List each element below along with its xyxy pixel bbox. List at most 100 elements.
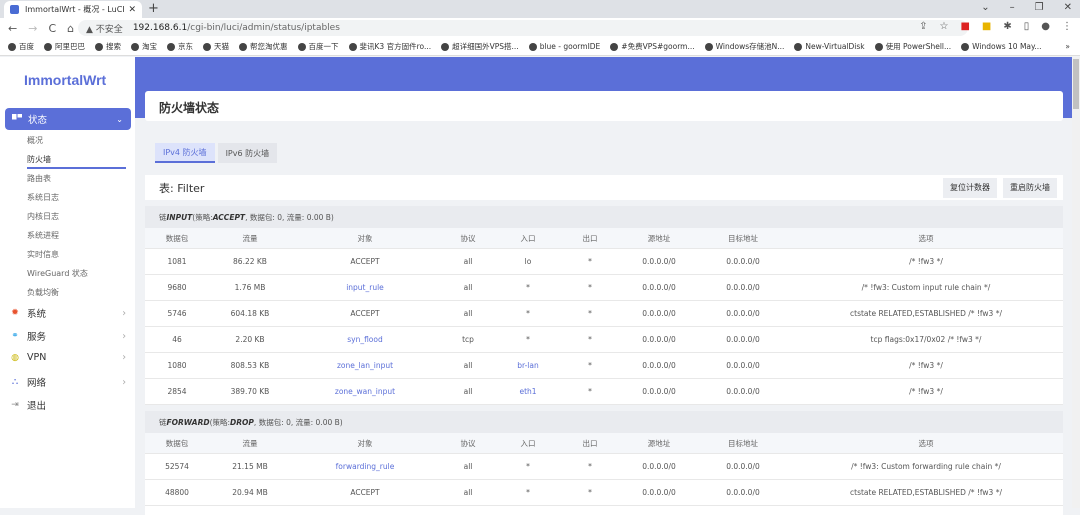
sidebar-subitem[interactable]: 内核日志 bbox=[27, 212, 59, 221]
cell: * bbox=[526, 462, 530, 471]
forward-icon[interactable]: → bbox=[28, 21, 38, 35]
sidebar-item[interactable]: ⚭ 服务 › bbox=[11, 330, 126, 344]
new-tab-button[interactable]: + bbox=[148, 1, 159, 16]
cell: 0.0.0.0/0 bbox=[642, 361, 676, 370]
sidebar-subitem[interactable]: 概况 bbox=[27, 136, 43, 145]
bookmark-icon bbox=[297, 42, 306, 51]
sidebar-item[interactable]: ◍ VPN › bbox=[11, 352, 126, 363]
sidebar-item[interactable]: ⛬ 网络 › bbox=[11, 376, 126, 390]
firewall-table-card: 表: Filter 复位计数器 重启防火墙 链 INPUT (策略: ACCEPT… bbox=[145, 175, 1063, 515]
cell: * bbox=[526, 309, 530, 318]
minimize-icon[interactable]: – bbox=[1009, 2, 1015, 13]
tab-ipv4[interactable]: IPv4 防火墙 bbox=[155, 143, 215, 163]
share-icon[interactable]: ⇪ bbox=[919, 21, 928, 32]
cell: 21.15 MB bbox=[232, 462, 268, 471]
chevron-right-icon: › bbox=[122, 307, 126, 319]
address-bar-row: ← → C ⌂ ▲ 不安全 192.168.6.1/cgi-bin/luci/admin… bbox=[0, 18, 1080, 38]
cell: 0.0.0.0/0 bbox=[726, 462, 760, 471]
favicon-icon bbox=[10, 5, 19, 14]
maximize-icon[interactable]: ❐ bbox=[1034, 2, 1044, 13]
cell[interactable]: eth1 bbox=[519, 387, 537, 396]
profile-icon[interactable]: ● bbox=[1041, 21, 1050, 32]
close-tab-icon[interactable]: ✕ bbox=[128, 4, 136, 15]
bookmark-icon bbox=[610, 42, 619, 51]
bookmark[interactable]: Windows存储池N... bbox=[704, 41, 784, 52]
sidebar-subitem[interactable]: WireGuard 状态 bbox=[27, 269, 88, 278]
cell: * bbox=[526, 488, 530, 497]
reset-counters-button[interactable]: 复位计数器 bbox=[943, 177, 997, 198]
sidebar-subitem[interactable]: 系统日志 bbox=[27, 193, 59, 202]
cell[interactable]: zone_wan_input bbox=[334, 387, 396, 396]
column-header: 协议 bbox=[460, 233, 476, 243]
url-input[interactable]: ▲ 不安全 192.168.6.1/cgi-bin/luci/admin/stat… bbox=[78, 20, 968, 36]
chevron-right-icon: › bbox=[122, 376, 126, 388]
bookmark[interactable]: 斐讯K3 官方固件ro... bbox=[348, 41, 431, 52]
column-header: 对象 bbox=[357, 233, 373, 243]
cell: 48800 bbox=[165, 488, 189, 497]
bookmark[interactable]: #免费VPS#goorm... bbox=[610, 41, 695, 52]
back-icon[interactable]: ← bbox=[8, 21, 18, 35]
folder-extension-icon[interactable]: ■ bbox=[981, 21, 992, 32]
bookmark[interactable]: 百度 bbox=[8, 41, 34, 52]
column-header: 出口 bbox=[582, 438, 598, 448]
cell: all bbox=[463, 361, 473, 370]
bookmark[interactable]: Windows 10 May... bbox=[961, 42, 1042, 51]
bookmark-icon bbox=[95, 42, 103, 51]
sidebar-subitem[interactable]: 防火墙 bbox=[27, 155, 51, 164]
cell: ctstate RELATED,ESTABLISHED /* !fw3 */ bbox=[850, 309, 1002, 318]
cell[interactable]: br-lan bbox=[517, 361, 539, 370]
sidebar-subitem[interactable]: 系统进程 bbox=[27, 231, 59, 240]
bookmark[interactable]: 使用 PowerShell... bbox=[874, 41, 951, 52]
column-header: 源地址 bbox=[647, 233, 671, 243]
bookmarks-bar: 百度 阿里巴巴 搜索 淘宝 京东 天猫 帮您淘优惠 百度一下 斐讯K3 官方固件ro... 超详细… bbox=[0, 38, 1080, 56]
cell[interactable]: syn_flood bbox=[347, 335, 383, 344]
cell: * bbox=[588, 462, 592, 471]
bookmark[interactable]: 帮您淘优惠 bbox=[239, 41, 288, 52]
bookmark[interactable]: New-VirtualDisk bbox=[794, 42, 865, 51]
close-window-icon[interactable]: ✕ bbox=[1063, 2, 1072, 13]
cell: * bbox=[588, 257, 592, 266]
bookmark[interactable]: 京东 bbox=[167, 41, 193, 52]
cell: all bbox=[463, 488, 473, 497]
sidebar-item[interactable]: ✹ 系统 › bbox=[11, 307, 126, 321]
sidebar-subitem[interactable]: 实时信息 bbox=[27, 250, 59, 259]
cell[interactable]: zone_lan_input bbox=[336, 361, 394, 370]
cell: 46 bbox=[172, 335, 182, 344]
cell[interactable]: input_rule bbox=[346, 283, 384, 292]
table-row: 5746 604.18 KB ACCEPT all * * 0.0.0.0/0 0.0.0.0… bbox=[145, 301, 1063, 327]
reload-icon[interactable]: C bbox=[48, 21, 57, 35]
menu-status[interactable]: 状态 ⌄ bbox=[5, 108, 131, 130]
browser-tab[interactable]: ImmortalWrt - 概况 - LuCI ✕ bbox=[4, 1, 142, 18]
tab-search-icon[interactable]: ⌄ bbox=[981, 2, 990, 13]
sidebar-subitem[interactable]: 负载均衡 bbox=[27, 288, 59, 297]
cell: 5746 bbox=[167, 309, 187, 318]
bookmark[interactable]: 百度一下 bbox=[297, 41, 339, 52]
restart-firewall-button[interactable]: 重启防火墙 bbox=[1003, 177, 1057, 198]
sidebar-item[interactable]: ⇥ 退出 bbox=[11, 400, 47, 412]
bookmark[interactable]: 搜索 bbox=[95, 41, 121, 52]
more-bookmarks-button[interactable]: » bbox=[1065, 42, 1070, 51]
sidebar-subitem[interactable]: 路由表 bbox=[27, 174, 51, 183]
page-title: 防火墙状态 bbox=[145, 91, 1063, 121]
menu-icon[interactable]: ⋮ bbox=[1062, 21, 1072, 32]
bookmark[interactable]: 淘宝 bbox=[131, 41, 157, 52]
bookmark[interactable]: blue - goormIDE bbox=[528, 42, 600, 51]
bookmark[interactable]: 超详细国外VPS搭... bbox=[441, 41, 519, 52]
chevron-down-icon: ⌄ bbox=[116, 114, 123, 124]
puzzle-icon[interactable]: ✱ bbox=[1003, 21, 1012, 32]
home-icon[interactable]: ⌂ bbox=[67, 21, 75, 35]
sidepanel-icon[interactable]: ▯ bbox=[1023, 21, 1030, 32]
cell: 0.0.0.0/0 bbox=[726, 309, 760, 318]
scrollbar[interactable] bbox=[1072, 57, 1080, 508]
insecure-warning[interactable]: ▲ 不安全 bbox=[86, 24, 123, 35]
star-icon[interactable]: ☆ bbox=[939, 21, 949, 32]
cell: ctstate RELATED,ESTABLISHED /* !fw3 */ bbox=[850, 488, 1002, 497]
cell[interactable]: forwarding_rule bbox=[335, 462, 395, 471]
extension-icon[interactable]: ■ bbox=[960, 21, 970, 32]
cell: /* !fw3 */ bbox=[909, 361, 943, 370]
cell: 0.0.0.0/0 bbox=[726, 335, 760, 344]
bookmark[interactable]: 阿里巴巴 bbox=[44, 41, 85, 52]
tab-ipv6[interactable]: IPv6 防火墙 bbox=[217, 143, 278, 163]
cell: all bbox=[463, 257, 473, 266]
bookmark[interactable]: 天猫 bbox=[203, 41, 229, 52]
